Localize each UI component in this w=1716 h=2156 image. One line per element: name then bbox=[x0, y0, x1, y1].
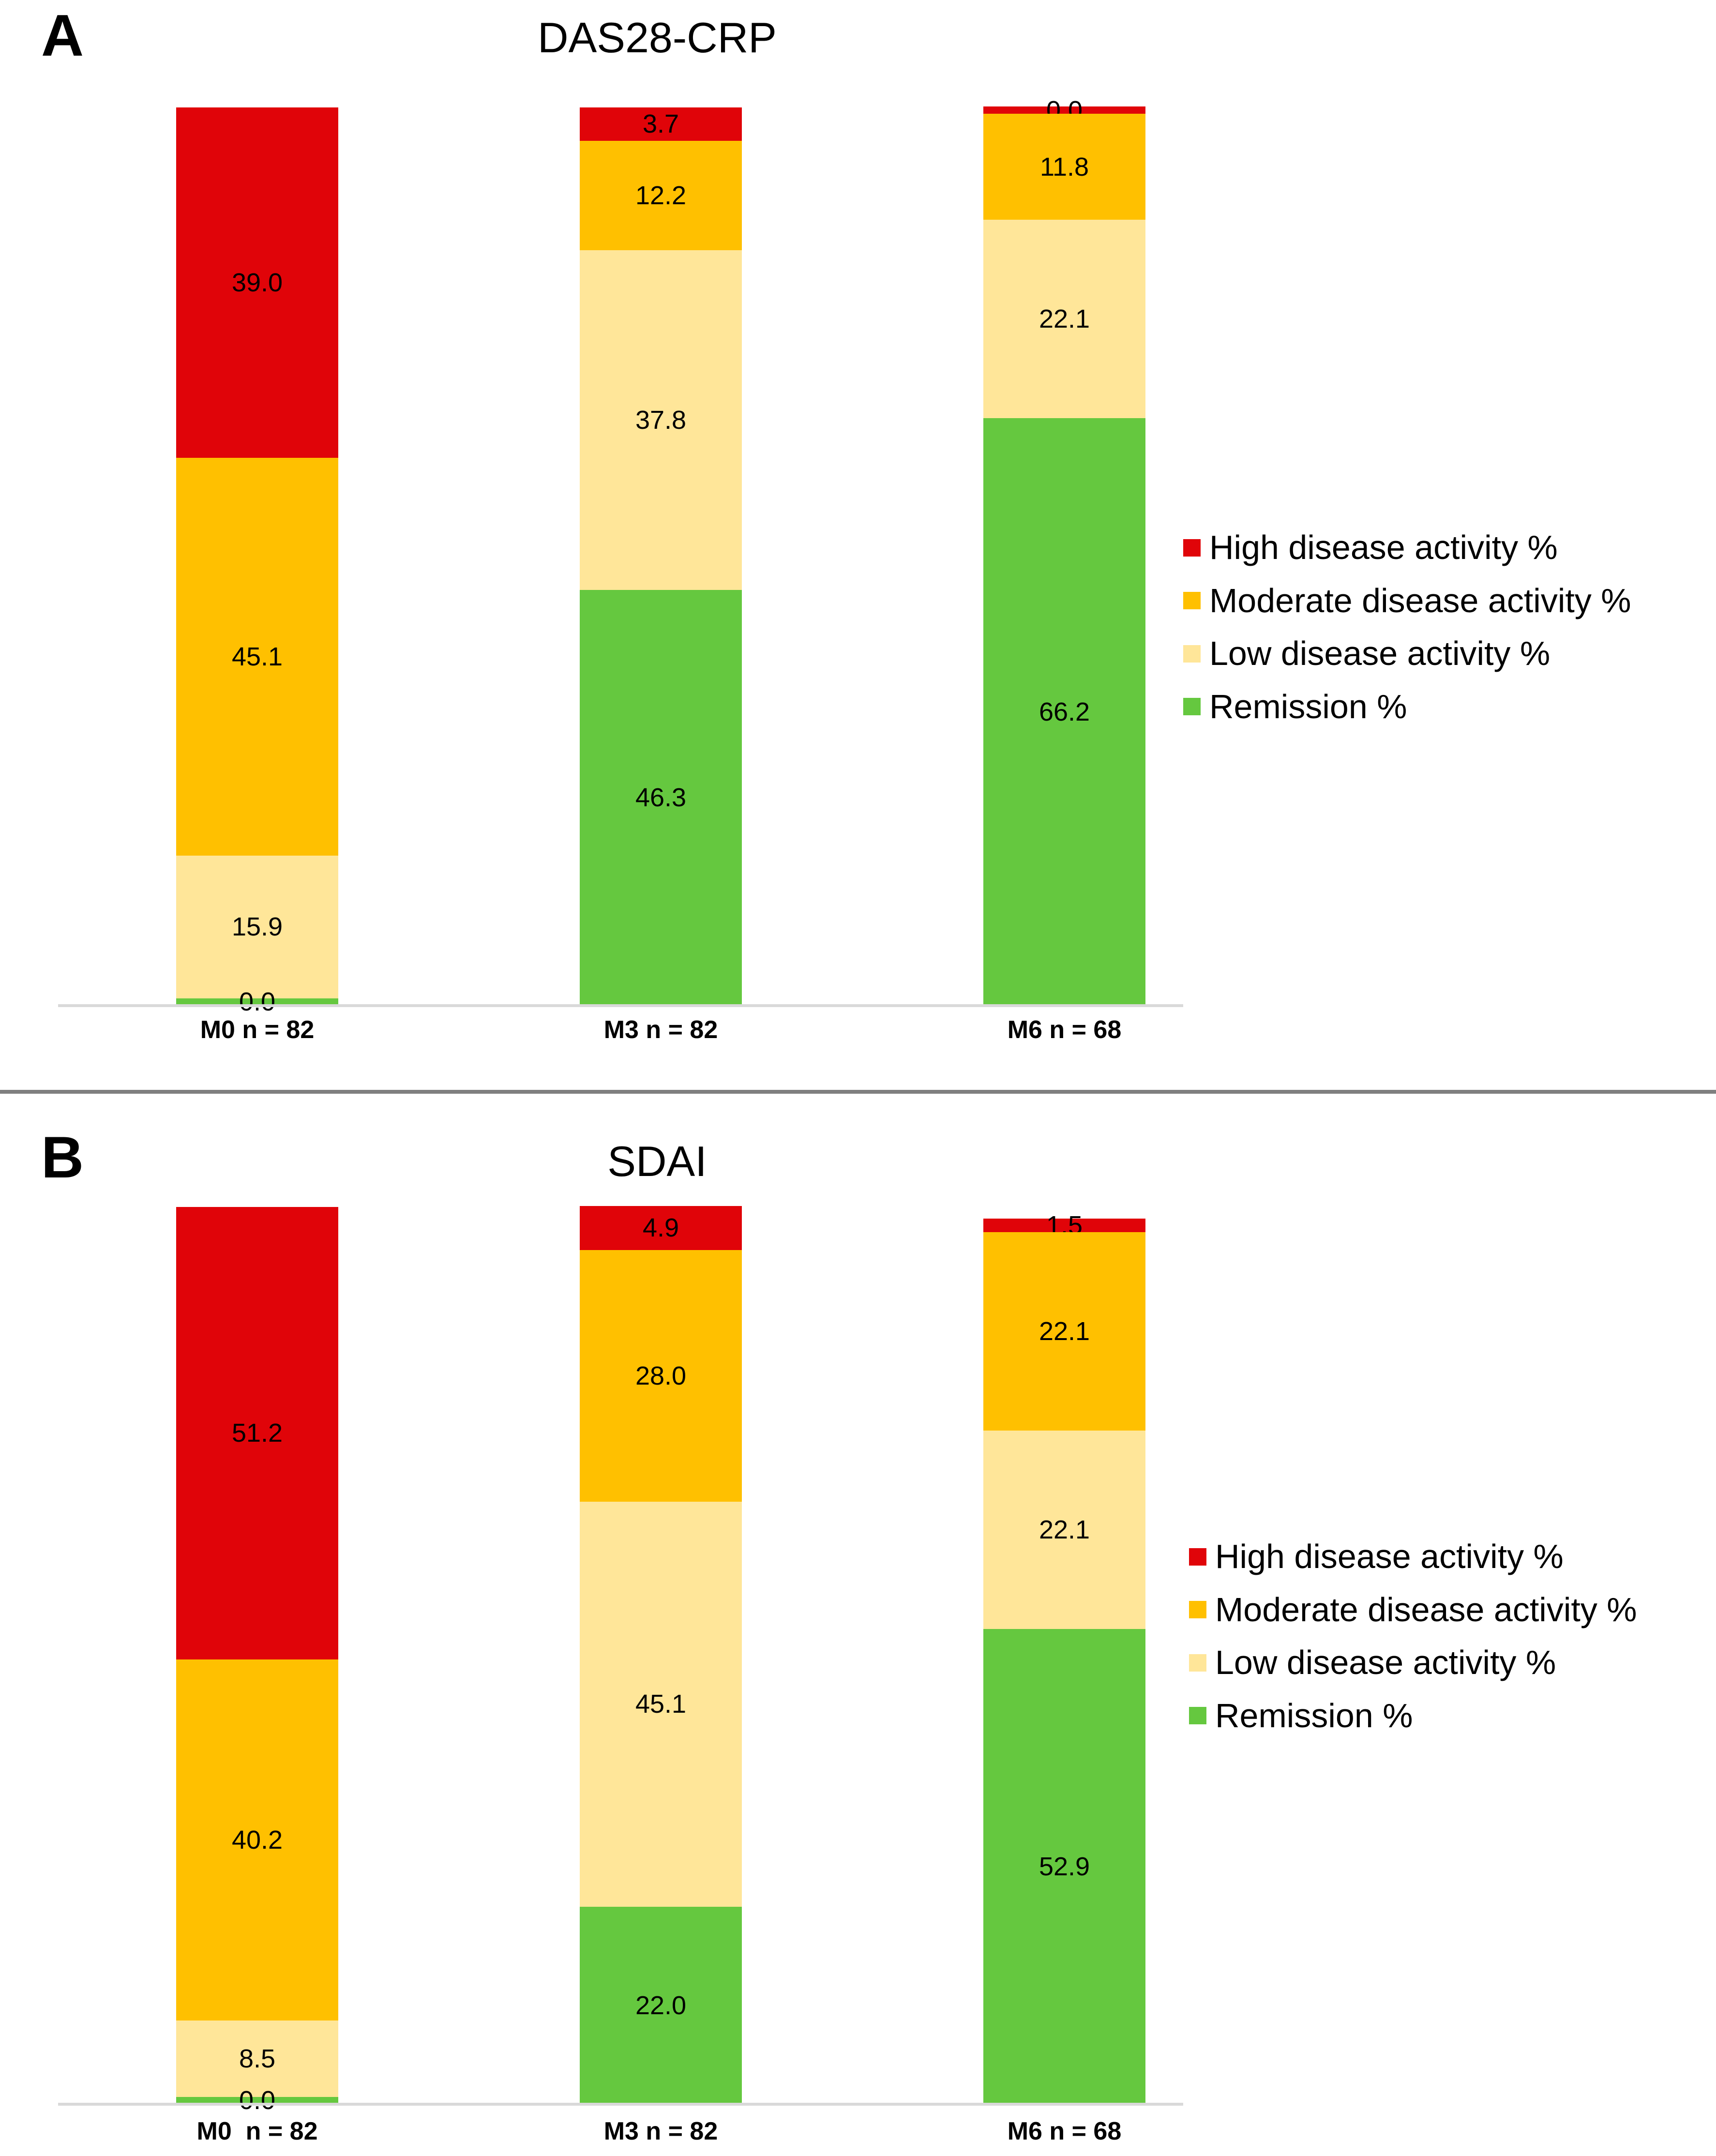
segment-high: 1.5 bbox=[983, 1212, 1145, 1238]
segment-low: 22.1 bbox=[983, 1430, 1145, 1629]
legend-label-moderate: Moderate disease activity % bbox=[1209, 581, 1631, 619]
legend-label-high: High disease activity % bbox=[1209, 528, 1558, 566]
value-label-high: 4.9 bbox=[642, 1213, 679, 1243]
legend-item-low: Low disease activity % bbox=[1183, 634, 1631, 672]
x-axis-label-b-2: M6 n = 68 bbox=[1007, 2117, 1122, 2145]
segment-high: 0.0 bbox=[983, 97, 1145, 123]
panel-letter-b: B bbox=[41, 1124, 84, 1190]
x-axis-label-a-0: M0 n = 82 bbox=[200, 1016, 315, 1044]
legend-swatch-moderate bbox=[1189, 1601, 1206, 1619]
bar-a-1: 3.7 12.2 37.8 46.3 bbox=[580, 107, 742, 1006]
panel-divider bbox=[0, 1090, 1716, 1094]
bar-b-1: 4.9 28.0 45.1 22.0 bbox=[580, 1206, 742, 2104]
legend-swatch-low bbox=[1189, 1654, 1206, 1672]
legend-label-high: High disease activity % bbox=[1215, 1538, 1564, 1575]
legend-item-moderate: Moderate disease activity % bbox=[1183, 583, 1631, 619]
legend-item-remission: Remission % bbox=[1189, 1698, 1637, 1734]
x-axis-label-a-2: M6 n = 68 bbox=[1007, 1016, 1122, 1044]
segment-low: 8.5 bbox=[176, 2020, 338, 2097]
segment-remission: 52.9 bbox=[983, 1629, 1145, 2104]
value-label-high: 3.7 bbox=[642, 109, 679, 139]
value-label-remission: 0.0 bbox=[239, 987, 276, 1017]
value-label-low: 37.8 bbox=[635, 405, 687, 435]
value-label-moderate: 40.2 bbox=[231, 1825, 283, 1855]
bar-a-0: 39.0 45.1 15.9 0.0 bbox=[176, 107, 338, 1015]
legend-swatch-high bbox=[1183, 539, 1201, 557]
bar-a-2: 0.0 11.8 22.1 66.2 bbox=[983, 97, 1145, 1006]
segment-remission: 66.2 bbox=[983, 418, 1145, 1006]
value-label-remission: 52.9 bbox=[1039, 1852, 1090, 1882]
x-axis-line-b bbox=[58, 2103, 1183, 2106]
panel-title-a: DAS28-CRP bbox=[538, 14, 777, 61]
segment-high: 4.9 bbox=[580, 1206, 742, 1250]
segment-moderate: 45.1 bbox=[176, 457, 338, 856]
segment-moderate: 40.2 bbox=[176, 1659, 338, 2021]
legend-a: High disease activity % Moderate disease … bbox=[1183, 528, 1631, 725]
legend-swatch-remission bbox=[1189, 1707, 1206, 1725]
value-label-moderate: 28.0 bbox=[635, 1361, 687, 1390]
value-label-low: 22.1 bbox=[1039, 304, 1090, 334]
value-label-moderate: 12.2 bbox=[635, 181, 687, 210]
legend-label-remission: Remission % bbox=[1209, 687, 1407, 725]
segment-remission: 0.0 bbox=[176, 989, 338, 1015]
value-label-moderate: 22.1 bbox=[1039, 1316, 1090, 1346]
legend-swatch-remission bbox=[1183, 698, 1201, 716]
legend-label-moderate: Moderate disease activity % bbox=[1215, 1590, 1637, 1628]
segment-high: 3.7 bbox=[580, 107, 742, 141]
legend-item-remission: Remission % bbox=[1183, 689, 1631, 725]
value-label-remission: 0.0 bbox=[239, 2086, 276, 2115]
segment-high: 51.2 bbox=[176, 1206, 338, 1660]
legend-label-remission: Remission % bbox=[1215, 1696, 1413, 1734]
legend-item-high: High disease activity % bbox=[1183, 528, 1631, 566]
segment-low: 37.8 bbox=[580, 250, 742, 590]
segment-low: 45.1 bbox=[580, 1501, 742, 1907]
value-label-low: 45.1 bbox=[635, 1689, 687, 1719]
legend-item-high: High disease activity % bbox=[1189, 1538, 1637, 1575]
segment-low: 15.9 bbox=[176, 855, 338, 998]
segment-remission: 22.0 bbox=[580, 1906, 742, 2104]
x-axis-label-b-1: M3 n = 82 bbox=[603, 2117, 718, 2145]
segment-remission: 0.0 bbox=[176, 2087, 338, 2113]
value-label-moderate: 45.1 bbox=[231, 642, 283, 671]
value-label-high: 39.0 bbox=[231, 268, 283, 297]
value-label-low: 8.5 bbox=[239, 2044, 276, 2074]
panel-letter-a: A bbox=[41, 2, 84, 68]
legend-label-low: Low disease activity % bbox=[1215, 1643, 1556, 1681]
segment-moderate: 22.1 bbox=[983, 1232, 1145, 1431]
legend-item-low: Low disease activity % bbox=[1189, 1643, 1637, 1681]
value-label-remission: 46.3 bbox=[635, 783, 687, 813]
legend-item-moderate: Moderate disease activity % bbox=[1189, 1592, 1637, 1628]
x-axis-line-a bbox=[58, 1004, 1183, 1007]
value-label-low: 15.9 bbox=[231, 912, 283, 942]
value-label-remission: 22.0 bbox=[635, 1990, 687, 2020]
segment-moderate: 11.8 bbox=[983, 114, 1145, 220]
value-label-high: 51.2 bbox=[231, 1418, 283, 1448]
segment-remission: 46.3 bbox=[580, 589, 742, 1006]
legend-swatch-moderate bbox=[1183, 592, 1201, 610]
bar-b-0: 51.2 40.2 8.5 0.0 bbox=[176, 1206, 338, 2113]
bar-b-2: 1.5 22.1 22.1 52.9 bbox=[983, 1212, 1145, 2104]
segment-moderate: 12.2 bbox=[580, 140, 742, 251]
legend-swatch-low bbox=[1183, 645, 1201, 663]
value-label-low: 22.1 bbox=[1039, 1515, 1090, 1545]
panel-title-b: SDAI bbox=[607, 1137, 707, 1185]
value-label-remission: 66.2 bbox=[1039, 697, 1090, 727]
x-axis-label-b-0: M0 n = 82 bbox=[196, 2117, 318, 2145]
legend-swatch-high bbox=[1189, 1548, 1206, 1566]
legend-b: High disease activity % Moderate disease … bbox=[1189, 1538, 1637, 1734]
segment-low: 22.1 bbox=[983, 220, 1145, 419]
segment-moderate: 28.0 bbox=[580, 1250, 742, 1502]
value-label-moderate: 11.8 bbox=[1039, 152, 1089, 181]
x-axis-label-a-1: M3 n = 82 bbox=[603, 1016, 718, 1044]
segment-high: 39.0 bbox=[176, 107, 338, 458]
legend-label-low: Low disease activity % bbox=[1209, 634, 1550, 672]
